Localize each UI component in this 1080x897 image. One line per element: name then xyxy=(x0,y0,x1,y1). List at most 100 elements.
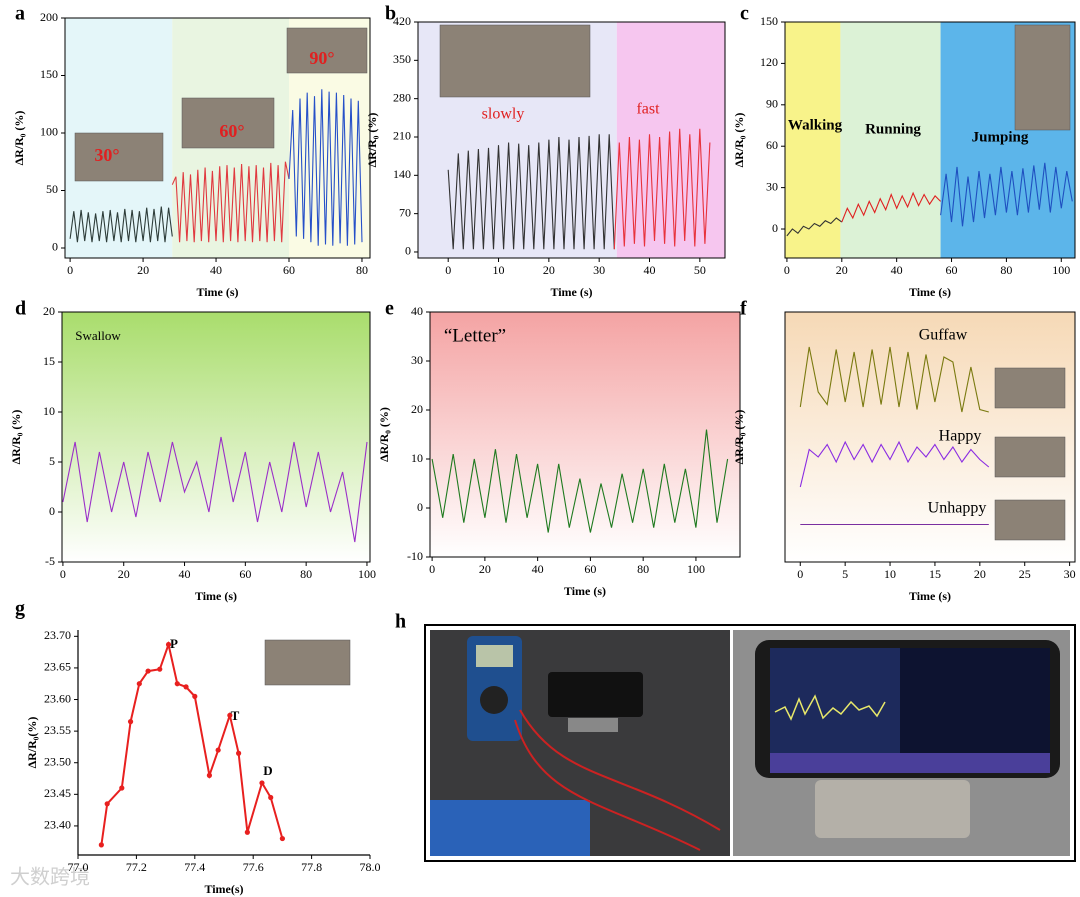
signal-line xyxy=(799,346,989,413)
x-axis-label: Time(s) xyxy=(204,882,243,896)
glove xyxy=(430,800,590,856)
annotation: Happy xyxy=(939,428,982,445)
y-axis-label: ΔR/R₀ (%) xyxy=(9,410,23,465)
x-tick-label: 60 xyxy=(946,263,958,277)
signal-line xyxy=(100,640,284,846)
y-tick-label: 23.45 xyxy=(44,786,71,800)
annotation: Jumping xyxy=(972,129,1029,145)
x-tick-label: 100 xyxy=(687,562,705,576)
signal-line xyxy=(62,436,368,543)
point xyxy=(206,772,212,778)
point xyxy=(104,801,110,807)
photo-frame xyxy=(424,624,1076,862)
y-tick-label: 0 xyxy=(52,240,58,254)
y-tick-label: 23.40 xyxy=(44,818,71,832)
photo xyxy=(994,499,1066,541)
x-tick-label: 60 xyxy=(239,567,251,581)
point xyxy=(192,693,198,699)
multimeter-screen xyxy=(476,645,513,667)
point xyxy=(227,712,233,718)
y-tick-label: 15 xyxy=(43,354,55,368)
x-tick-label: 20 xyxy=(118,567,130,581)
point xyxy=(279,835,285,842)
y-tick-label: 10 xyxy=(411,451,423,465)
x-axis-label: Time (s) xyxy=(550,285,592,299)
x-tick-label: 0 xyxy=(784,263,790,277)
small-stand xyxy=(568,718,618,732)
point xyxy=(215,747,221,753)
y-tick-label: 23.60 xyxy=(44,691,71,705)
plot-background xyxy=(62,312,370,562)
x-tick-label: 0 xyxy=(797,567,803,581)
x-tick-label: 60 xyxy=(584,562,596,576)
y-tick-label: 5 xyxy=(49,454,55,468)
annotation: T xyxy=(231,708,240,723)
y-tick-label: 23.65 xyxy=(44,660,71,674)
x-tick-label: 80 xyxy=(356,263,368,277)
phone-chart xyxy=(770,648,900,753)
x-tick-label: 20 xyxy=(479,562,491,576)
point xyxy=(244,829,250,835)
wires xyxy=(514,709,721,851)
x-tick-label: 40 xyxy=(210,263,222,277)
x-tick-label: 0 xyxy=(445,263,451,277)
y-tick-label: 30 xyxy=(411,353,423,367)
phase-band xyxy=(785,22,841,258)
y-tick-label: 150 xyxy=(760,14,778,28)
x-tick-label: 100 xyxy=(358,567,376,581)
y-tick-label: 0 xyxy=(417,500,423,514)
annotation: 30° xyxy=(94,145,119,165)
signal-line xyxy=(447,134,615,250)
photo xyxy=(286,27,368,74)
x-tick-label: 10 xyxy=(884,567,896,581)
y-axis-label: ΔR/R₀ (%) xyxy=(12,111,26,166)
point xyxy=(268,794,274,801)
point xyxy=(259,780,265,786)
annotation: Swallow xyxy=(75,328,121,343)
y-axis-label: ΔR/R₀ (%) xyxy=(365,113,379,168)
point xyxy=(136,681,142,687)
y-tick-label: 40 xyxy=(411,304,423,318)
panel-label: f xyxy=(740,298,747,320)
y-tick-label: 90 xyxy=(766,97,778,111)
x-tick-label: 20 xyxy=(543,263,555,277)
y-tick-label: 20 xyxy=(43,304,55,318)
multimeter-dial xyxy=(480,686,508,714)
annotation: Unhappy xyxy=(928,500,987,517)
annotation: D xyxy=(263,763,272,778)
x-tick-label: 10 xyxy=(493,263,505,277)
x-tick-label: 77.0 xyxy=(68,860,89,874)
panel-label: g xyxy=(15,598,25,620)
x-tick-label: 0 xyxy=(429,562,435,576)
panel-label: e xyxy=(385,298,394,320)
signal-line xyxy=(841,191,941,223)
stand xyxy=(815,780,970,838)
point xyxy=(157,666,163,672)
x-tick-label: 20 xyxy=(836,263,848,277)
point xyxy=(127,719,134,725)
point xyxy=(98,842,104,848)
y-tick-label: 30 xyxy=(766,179,778,193)
small-phone xyxy=(548,672,643,717)
x-tick-label: 25 xyxy=(1019,567,1031,581)
signal-line xyxy=(613,128,711,250)
phone-table xyxy=(900,648,1050,753)
annotation: Guffaw xyxy=(919,327,968,344)
axes-frame xyxy=(429,311,741,558)
axes-frame xyxy=(784,21,1076,259)
y-tick-label: 0 xyxy=(49,504,55,518)
x-tick-label: 0 xyxy=(60,567,66,581)
phone-trace xyxy=(774,694,886,721)
y-axis-label: ΔR/R₀ (%) xyxy=(732,113,746,168)
x-tick-label: 15 xyxy=(929,567,941,581)
y-tick-label: 10 xyxy=(43,404,55,418)
x-tick-label: 30 xyxy=(593,263,605,277)
signal-line xyxy=(940,162,1073,227)
photo xyxy=(74,132,164,182)
axes-frame xyxy=(61,311,371,563)
watermark: 大数跨境 xyxy=(10,865,90,889)
x-axis-label: Time (s) xyxy=(909,285,951,299)
x-tick-label: 78.0 xyxy=(360,860,381,874)
photo xyxy=(994,436,1066,478)
axes-frame xyxy=(64,17,371,259)
